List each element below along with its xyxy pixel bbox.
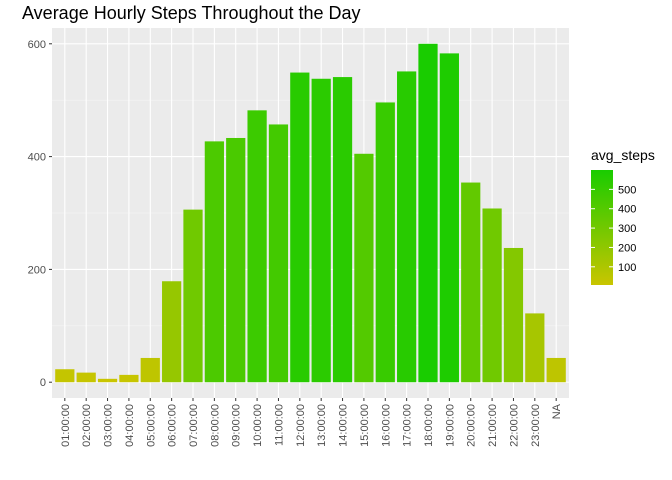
bar-05-00-00	[140, 357, 160, 383]
bar-02-00-00	[76, 372, 96, 383]
x-tick-label: 20:00:00	[466, 404, 478, 447]
bar-01-00-00	[55, 369, 75, 383]
x-tick-label: NA	[551, 403, 563, 419]
y-tick-label: 200	[28, 264, 46, 276]
x-tick-label: 16:00:00	[380, 404, 392, 447]
x-tick-label: 17:00:00	[402, 404, 414, 447]
legend-break-label: 400	[618, 204, 636, 216]
bar-15-00-00	[354, 153, 374, 383]
y-axis: 0 200 400 600	[28, 39, 52, 389]
bar-12-00-00	[290, 72, 310, 383]
x-tick-label: 01:00:00	[60, 404, 72, 447]
bar-22-00-00	[503, 247, 524, 383]
bar-17-00-00	[397, 71, 417, 383]
x-tick-label: 19:00:00	[444, 404, 456, 447]
bar-03-00-00	[97, 378, 118, 383]
x-tick-label: 09:00:00	[231, 404, 243, 447]
bar-16-00-00	[375, 102, 395, 383]
x-tick-label: 12:00:00	[295, 404, 307, 447]
legend-break-label: 300	[618, 223, 636, 235]
x-tick-label: 07:00:00	[188, 404, 200, 447]
legend-break-label: 100	[618, 262, 636, 274]
y-tick-label: 0	[40, 377, 46, 389]
x-tick-label: 03:00:00	[103, 404, 115, 447]
x-tick-label: 23:00:00	[530, 404, 542, 447]
bar-18-00-00	[418, 43, 438, 383]
legend: avg_steps 100 200 300 400 500	[591, 147, 655, 285]
x-tick-label: 13:00:00	[316, 404, 328, 447]
x-tick-label: 10:00:00	[252, 404, 264, 447]
bar-19-00-00	[439, 53, 459, 383]
bar-06-00-00	[162, 281, 182, 383]
x-tick-label: 08:00:00	[209, 404, 221, 447]
bar-11-00-00	[268, 124, 289, 383]
x-tick-label: 22:00:00	[508, 404, 520, 447]
x-axis: 01:00:00 02:00:00 03:00:00 04:00:00 05:00:00…	[60, 398, 563, 447]
bar-08-00-00	[204, 141, 224, 383]
bar-04-00-00	[119, 374, 139, 383]
bar-07-00-00	[183, 209, 203, 383]
legend-title: avg_steps	[591, 147, 655, 163]
bar-14-00-00	[332, 77, 353, 383]
y-tick-label: 600	[28, 39, 46, 51]
bar-23-00-00	[525, 313, 545, 383]
chart-title: Average Hourly Steps Throughout the Day	[22, 3, 361, 23]
bar-09-00-00	[226, 137, 246, 383]
x-tick-label: 11:00:00	[273, 404, 285, 446]
x-tick-label: 14:00:00	[338, 404, 350, 447]
x-tick-label: 06:00:00	[167, 404, 179, 447]
x-tick-label: 21:00:00	[487, 404, 499, 447]
bar-13-00-00	[311, 78, 331, 383]
bar-10-00-00	[247, 110, 267, 383]
bar-21-00-00	[482, 208, 502, 383]
bar-NA	[546, 357, 566, 383]
legend-break-label: 200	[618, 242, 636, 254]
legend-ticks: 100 200 300 400 500	[591, 184, 636, 274]
x-tick-label: 04:00:00	[124, 404, 136, 447]
x-tick-label: 15:00:00	[359, 404, 371, 447]
bars	[55, 43, 566, 383]
y-tick-label: 400	[28, 152, 46, 164]
legend-break-label: 500	[618, 184, 636, 196]
x-tick-label: 02:00:00	[81, 404, 93, 447]
bar-20-00-00	[461, 182, 481, 383]
x-tick-label: 05:00:00	[145, 404, 157, 447]
x-tick-label: 18:00:00	[423, 404, 435, 447]
legend-colorbar	[591, 170, 613, 285]
